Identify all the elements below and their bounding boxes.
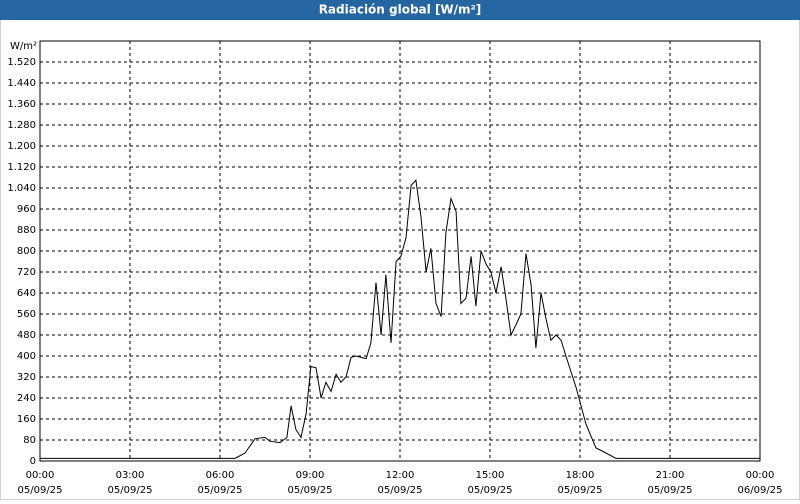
y-tick-label: 1.440 [7,78,36,89]
x-tick-date: 05/09/25 [288,485,333,496]
y-tick-label: 1.280 [7,120,36,131]
title-bar [0,0,800,20]
x-tick-date: 05/09/25 [468,485,513,496]
window-title: Radiación global [W/m²] [319,3,482,17]
y-tick-label: 480 [17,330,36,341]
y-tick-label: 0 [30,456,36,467]
y-tick-label: 560 [17,309,36,320]
plot-frame [39,40,761,462]
data-line [40,179,760,459]
x-tick-date: 05/09/25 [108,485,153,496]
y-tick-label: 880 [17,225,36,236]
x-tick-label: 15:00 [476,470,505,481]
x-tick-date: 05/09/25 [648,485,693,496]
x-tick-label: 00:00 [746,470,775,481]
y-tick-label: 160 [17,414,36,425]
x-tick-label: 12:00 [386,470,415,481]
y-tick-label: 80 [23,435,36,446]
y-tick-label: 960 [17,204,36,215]
y-tick-label: 400 [17,351,36,362]
x-tick-label: 18:00 [566,470,595,481]
y-tick-label: 720 [17,267,36,278]
y-tick-label: 800 [17,246,36,257]
y-tick-label: 240 [17,393,36,404]
x-tick-date: 06/09/25 [738,485,783,496]
x-tick-label: 09:00 [296,470,325,481]
x-tick-date: 05/09/25 [558,485,603,496]
x-tick-label: 06:00 [206,470,235,481]
x-tick-label: 03:00 [116,470,145,481]
x-tick-label: 21:00 [656,470,685,481]
y-tick-label: 1.120 [7,162,36,173]
x-tick-date: 05/09/25 [18,485,63,496]
y-unit: W/m² [10,41,37,52]
x-tick-date: 05/09/25 [378,485,423,496]
y-tick-label: 1.520 [7,57,36,68]
y-tick-label: 1.200 [7,141,36,152]
y-tick-label: 1.360 [7,99,36,110]
x-tick-date: 05/09/25 [198,485,243,496]
x-tick-label: 00:00 [26,470,55,481]
y-tick-label: 1.040 [7,183,36,194]
y-tick-label: 640 [17,288,36,299]
y-tick-label: 320 [17,372,36,383]
